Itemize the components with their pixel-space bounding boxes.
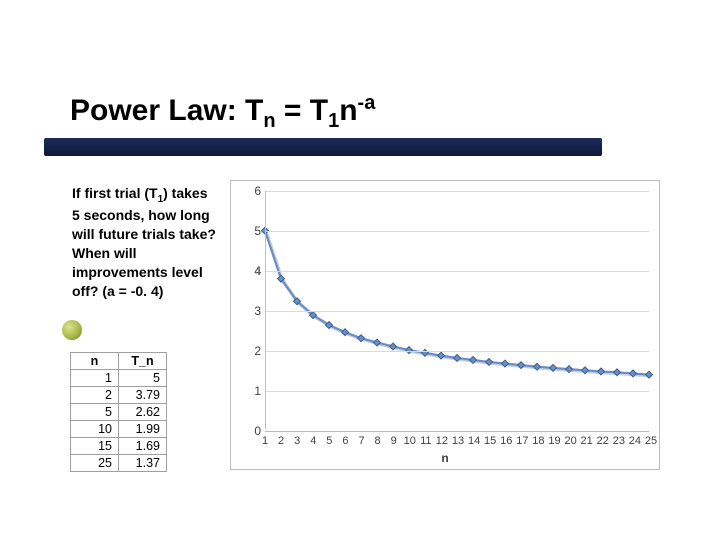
table-cell-tn: 1.99 (119, 421, 167, 438)
table-cell-tn: 5 (119, 370, 167, 387)
y-tick-label: 2 (239, 344, 261, 358)
table-row: 23.79 (71, 387, 167, 404)
gridline (265, 391, 649, 392)
x-tick-label: 2 (278, 435, 284, 447)
data-table: n T_n 1523.7952.62101.99151.69251.37 (70, 352, 167, 472)
gridline (265, 311, 649, 312)
x-tick-label: 3 (294, 435, 300, 447)
y-tick-label: 4 (239, 264, 261, 278)
x-tick-label: 4 (310, 435, 316, 447)
y-tick-label: 6 (239, 184, 261, 198)
y-tick-label: 0 (239, 424, 261, 438)
x-tick-label: 21 (581, 435, 593, 447)
x-tick-label: 20 (564, 435, 576, 447)
x-tick-label: 23 (613, 435, 625, 447)
table-cell-n: 15 (71, 438, 119, 455)
x-tick-label: 1 (262, 435, 268, 447)
x-tick-label: 10 (404, 435, 416, 447)
table-header-tn: T_n (119, 353, 167, 370)
x-tick-label: 6 (342, 435, 348, 447)
table-cell-n: 10 (71, 421, 119, 438)
x-tick-label: 22 (597, 435, 609, 447)
title-text-pre: Power Law: T (70, 94, 263, 127)
table-header-row: n T_n (71, 353, 167, 370)
x-tick-label: 11 (420, 435, 431, 447)
accent-bullet-icon (62, 320, 82, 340)
table-row: 52.62 (71, 404, 167, 421)
y-tick-label: 3 (239, 304, 261, 318)
table-body: 1523.7952.62101.99151.69251.37 (71, 370, 167, 472)
table-cell-n: 1 (71, 370, 119, 387)
table-cell-tn: 2.62 (119, 404, 167, 421)
x-tick-label: 17 (516, 435, 528, 447)
chart: n 01234561234567891011121314151617181920… (230, 180, 660, 470)
x-tick-label: 13 (452, 435, 464, 447)
table-cell-tn: 1.69 (119, 438, 167, 455)
x-tick-label: 24 (629, 435, 641, 447)
title-text-mid: = T (276, 94, 329, 127)
x-tick-label: 5 (326, 435, 332, 447)
x-axis-line (265, 431, 649, 432)
gridline (265, 231, 649, 232)
question-post: ) takes 5 seconds, how long will future … (72, 185, 216, 299)
table-row: 151.69 (71, 438, 167, 455)
x-tick-label: 8 (375, 435, 381, 447)
gridline (265, 351, 649, 352)
title-sub-1: n (263, 110, 275, 132)
y-tick-label: 1 (239, 384, 261, 398)
x-tick-label: 7 (358, 435, 364, 447)
table-cell-n: 2 (71, 387, 119, 404)
table-cell-tn: 3.79 (119, 387, 167, 404)
x-tick-label: 25 (645, 435, 657, 447)
title-sub-2: 1 (328, 110, 339, 132)
line-series (265, 191, 649, 429)
slide-title: Power Law: Tn = T1n-a (70, 92, 375, 133)
table-cell-n: 5 (71, 404, 119, 421)
table-row: 101.99 (71, 421, 167, 438)
table-header-n: n (71, 353, 119, 370)
x-tick-label: 14 (468, 435, 480, 447)
x-tick-label: 16 (500, 435, 512, 447)
y-tick-label: 5 (239, 224, 261, 238)
title-text-post: n (339, 94, 357, 127)
table-row: 251.37 (71, 455, 167, 472)
y-axis-line (265, 191, 266, 429)
table-cell-n: 25 (71, 455, 119, 472)
series-line (265, 231, 649, 375)
title-sup: -a (358, 92, 376, 114)
table-cell-tn: 1.37 (119, 455, 167, 472)
question-pre: If first trial (T (72, 185, 158, 201)
x-tick-label: 9 (391, 435, 397, 447)
accent-bar (44, 138, 602, 156)
x-tick-label: 15 (484, 435, 496, 447)
table-row: 15 (71, 370, 167, 387)
gridline (265, 271, 649, 272)
x-tick-label: 19 (548, 435, 560, 447)
slide: Power Law: Tn = T1n-a If first trial (T1… (0, 0, 720, 540)
x-tick-label: 18 (532, 435, 544, 447)
question-text: If first trial (T1) takes 5 seconds, how… (72, 184, 217, 301)
x-axis-title: n (231, 451, 659, 465)
gridline (265, 191, 649, 192)
x-tick-label: 12 (436, 435, 448, 447)
plot-area (265, 191, 649, 429)
